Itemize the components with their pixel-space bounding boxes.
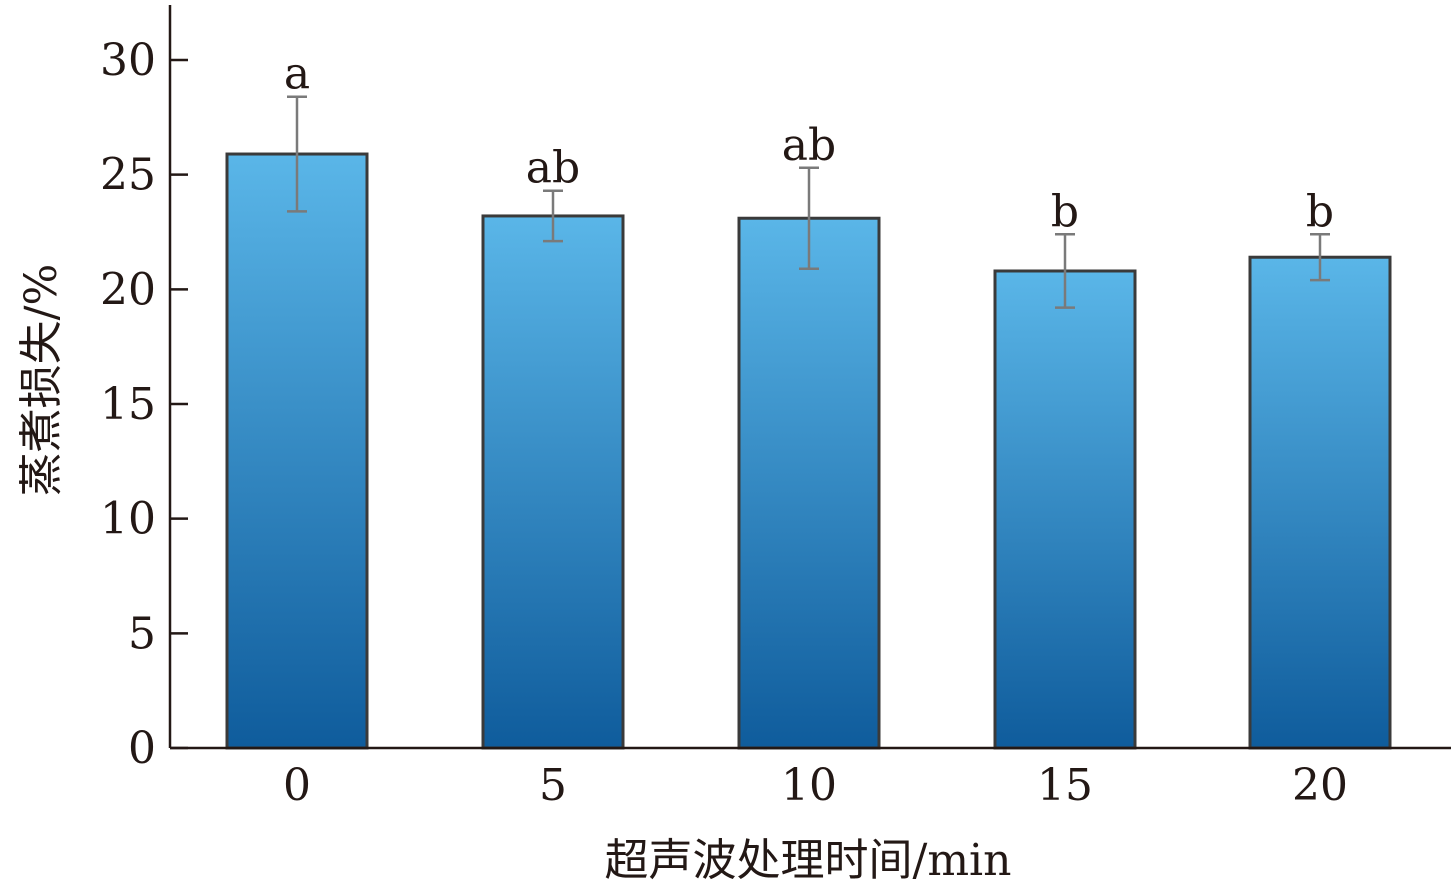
significance-label: a	[284, 49, 310, 100]
x-tick-label: 0	[283, 760, 311, 811]
significance-label: ab	[782, 120, 836, 171]
y-axis-title: 蒸煮损失/%	[16, 264, 67, 497]
y-tick-label: 20	[100, 264, 156, 315]
x-tick-label: 20	[1292, 760, 1348, 811]
error-bar	[287, 95, 307, 213]
error-bar	[543, 189, 563, 243]
y-tick-label: 0	[128, 723, 156, 774]
x-axis-title: 超声波处理时间/min	[605, 835, 1012, 886]
error-bar	[1055, 233, 1075, 309]
axes-layer	[168, 5, 1451, 750]
bar	[1248, 255, 1392, 750]
bar	[225, 152, 369, 750]
error-bar	[1310, 233, 1330, 282]
bar	[993, 269, 1137, 750]
y-tick-label: 30	[100, 35, 156, 86]
significance-label: b	[1306, 186, 1334, 237]
bar	[737, 216, 881, 750]
y-ticks-layer: 0 5 10 15 20 25 30	[100, 35, 188, 774]
y-tick-label: 15	[100, 379, 156, 430]
y-tick-label: 10	[100, 494, 156, 545]
x-tick-label: 10	[781, 760, 837, 811]
bar	[481, 214, 625, 750]
x-tick-label: 5	[539, 760, 567, 811]
y-tick-label: 25	[100, 150, 156, 201]
significance-label: ab	[526, 143, 580, 194]
x-ticks-layer: 0 5 10 15 20	[283, 760, 1348, 811]
significance-label: b	[1051, 186, 1079, 237]
error-bars-layer	[287, 95, 1330, 309]
x-tick-label: 15	[1037, 760, 1093, 811]
significance-labels-layer: a ab ab b b	[284, 49, 1334, 238]
error-bar	[799, 166, 819, 270]
y-tick-label: 5	[128, 608, 156, 659]
